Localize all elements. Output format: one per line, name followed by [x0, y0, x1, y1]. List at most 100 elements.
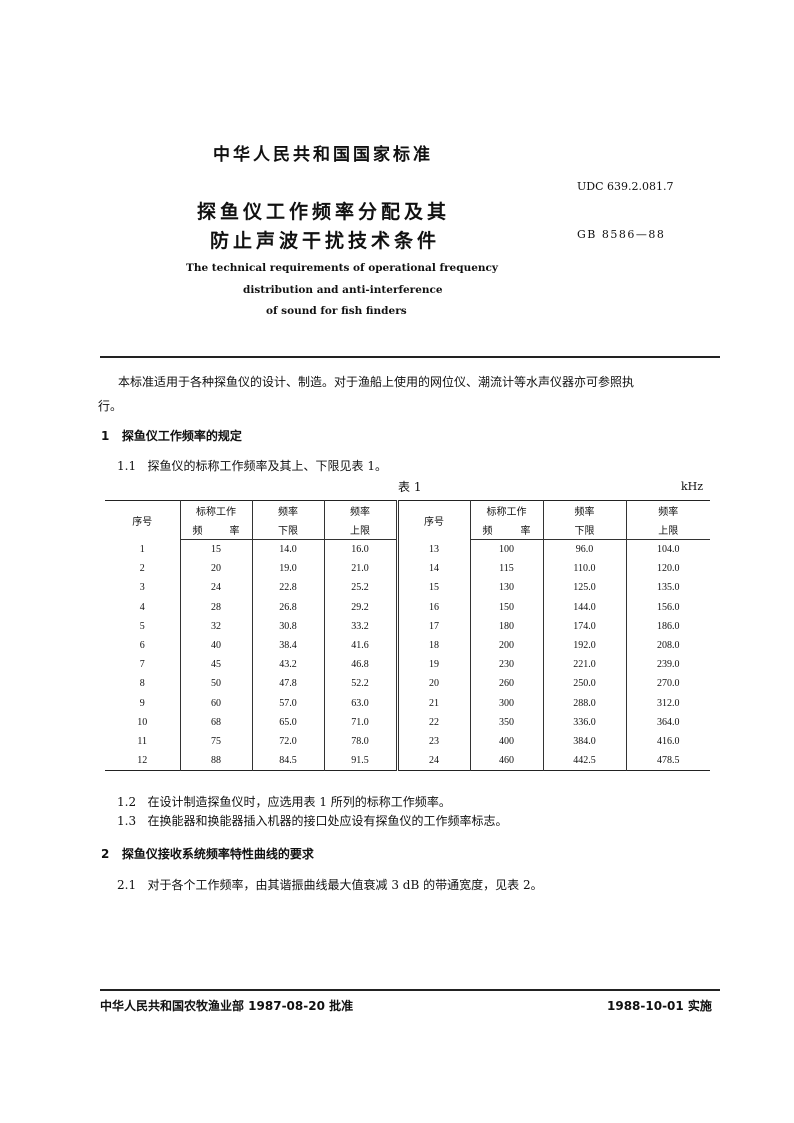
table-row: 5 32 30.8 33.2 17 180 174.0 186.0 [105, 616, 710, 636]
table-caption: 表 1 [398, 480, 422, 494]
footer-divider [100, 989, 720, 991]
table-cell: 416.0 [625, 731, 710, 752]
table-cell: 12 [137, 755, 148, 767]
section-title: 探鱼仪工作频率的规定 [121, 429, 242, 443]
table-cell: 239.0 [625, 655, 710, 675]
table-cell: 24 [179, 578, 252, 598]
table-cell: 46.8 [323, 655, 397, 675]
table-cell: 40 [179, 635, 252, 656]
table-cell: 186.0 [625, 616, 710, 636]
table-cell: 23 [395, 731, 470, 752]
table-cell: 17 [395, 616, 470, 636]
table-cell: 57.0 [251, 693, 324, 713]
section-number: 2 [101, 847, 110, 861]
table-cell: 41.6 [323, 635, 397, 656]
section-title: 探鱼仪接收系统频率特性曲线的要求 [121, 847, 314, 861]
table-row: 11 75 72.0 78.0 23 400 384.0 416.0 [105, 731, 710, 752]
clause-text: 探鱼仪的标称工作频率及其上、下限见表 1。 [147, 459, 387, 473]
section-1-heading: 1 探鱼仪工作频率的规定 [101, 427, 242, 444]
table-cell: 38.4 [251, 635, 324, 656]
table-cell: 270.0 [625, 674, 710, 694]
intro-line-2: 行。 [98, 399, 123, 413]
header-lower: 频率 [251, 500, 324, 520]
table-cell: 1 [139, 543, 145, 555]
clause-text: 在换能器和换能器插入机器的接口处应设有探鱼仪的工作频率标志。 [147, 814, 508, 828]
table-cell: 8 [139, 678, 145, 690]
table-row: 7 45 43.2 46.8 19 230 221.0 239.0 [105, 655, 710, 675]
clause-1-3: 1.3 在换能器和换能器插入机器的接口处应设有探鱼仪的工作频率标志。 [117, 812, 508, 829]
table-cell: 13 [395, 539, 470, 560]
table-cell: 14 [395, 559, 470, 579]
table-cell: 21 [395, 693, 470, 713]
clause-text: 在设计制造探鱼仪时，应选用表 1 所列的标称工作频率。 [147, 795, 451, 809]
table-cell: 384.0 [542, 731, 626, 752]
table-cell: 96.0 [542, 539, 626, 560]
table-cell: 47.8 [251, 674, 324, 694]
national-standard-heading: 中华人民共和国国家标准 [213, 145, 433, 165]
table-cell: 21.0 [323, 559, 397, 579]
table-cell: 19 [395, 655, 470, 675]
table-cell: 16 [395, 597, 470, 617]
table-cell: 192.0 [542, 635, 626, 656]
header-text: 率 [520, 526, 531, 537]
table-cell: 26.8 [251, 597, 324, 617]
table-cell: 43.2 [251, 655, 324, 675]
table-cell: 104.0 [625, 539, 710, 560]
table-body: 1 15 14.0 16.0 13 100 96.0 104.0 2 20 19.0 21.0 14 11… [105, 539, 710, 771]
frequency-table: 序号 标称工作 频率 频率 序号 标称工作 频率 频率 频率 下限 上限 频率 … [105, 500, 710, 772]
header-nominal-sub-2: 频率 [469, 520, 543, 540]
header-divider [100, 356, 720, 358]
table-cell: 45 [179, 655, 252, 675]
table-unit: kHz [681, 480, 704, 493]
table-cell: 288.0 [542, 693, 626, 713]
clause-number: 1.1 [117, 459, 137, 473]
table-cell: 25.2 [323, 578, 397, 598]
clause-number: 1.2 [117, 795, 137, 809]
table-cell: 9 [139, 697, 145, 709]
table-cell: 125.0 [542, 578, 626, 598]
table-cell: 144.0 [542, 597, 626, 617]
clause-1-1: 1.1 探鱼仪的标称工作频率及其上、下限见表 1。 [117, 457, 387, 474]
clause-number: 1.3 [117, 814, 137, 828]
table-cell: 33.2 [323, 616, 397, 636]
english-title-line-2: distribution and anti-interference [243, 284, 443, 296]
table-row: 2 20 19.0 21.0 14 115 110.0 120.0 [105, 559, 710, 579]
table-cell: 200 [469, 635, 543, 656]
table-row: 12 88 84.5 91.5 24 460 442.5 478.5 [105, 751, 710, 771]
table-cell: 71.0 [323, 712, 397, 732]
table-cell: 15 [395, 578, 470, 598]
table-cell: 110.0 [542, 559, 626, 579]
clause-text: 对于各个工作频率，由其谐振曲线最大值衰减 3 dB 的带通宽度，见表 2。 [147, 878, 543, 892]
header-lower-sub-2: 下限 [542, 520, 626, 540]
table-row: 8 50 47.8 52.2 20 260 250.0 270.0 [105, 674, 710, 694]
table-cell: 2 [139, 563, 145, 575]
table-cell: 156.0 [625, 597, 710, 617]
header-upper-sub-2: 上限 [625, 520, 710, 540]
table-cell: 130 [469, 578, 543, 598]
table-cell: 221.0 [542, 655, 626, 675]
table-cell: 20 [395, 674, 470, 694]
table-cell: 11 [137, 735, 148, 747]
table-cell: 150 [469, 597, 543, 617]
table-cell: 72.0 [251, 731, 324, 752]
table-cell: 10 [137, 716, 148, 728]
table-cell: 50 [179, 674, 252, 694]
table-cell: 29.2 [323, 597, 397, 617]
table-cell: 22.8 [251, 578, 324, 598]
header-text: 频 [482, 526, 493, 537]
table-cell: 120.0 [625, 559, 710, 579]
header-text: 率 [229, 526, 240, 537]
table-row: 10 68 65.0 71.0 22 350 336.0 364.0 [105, 712, 710, 732]
intro-line-1: 本标准适用于各种探鱼仪的设计、制造。对于渔船上使用的网位仪、潮流计等水声仪器亦可… [118, 375, 635, 389]
clause-2-1: 2.1 对于各个工作频率，由其谐振曲线最大值衰减 3 dB 的带通宽度，见表 2… [117, 876, 543, 893]
table-cell: 350 [469, 712, 543, 732]
table-cell: 4 [139, 601, 145, 613]
table-cell: 180 [469, 616, 543, 636]
header-seq: 序号 [132, 516, 153, 528]
table-row: 1 15 14.0 16.0 13 100 96.0 104.0 [105, 539, 710, 560]
table-cell: 88 [179, 751, 252, 771]
table-cell: 18 [395, 635, 470, 656]
table-cell: 260 [469, 674, 543, 694]
english-title-line-3: of sound for fish finders [266, 305, 407, 317]
